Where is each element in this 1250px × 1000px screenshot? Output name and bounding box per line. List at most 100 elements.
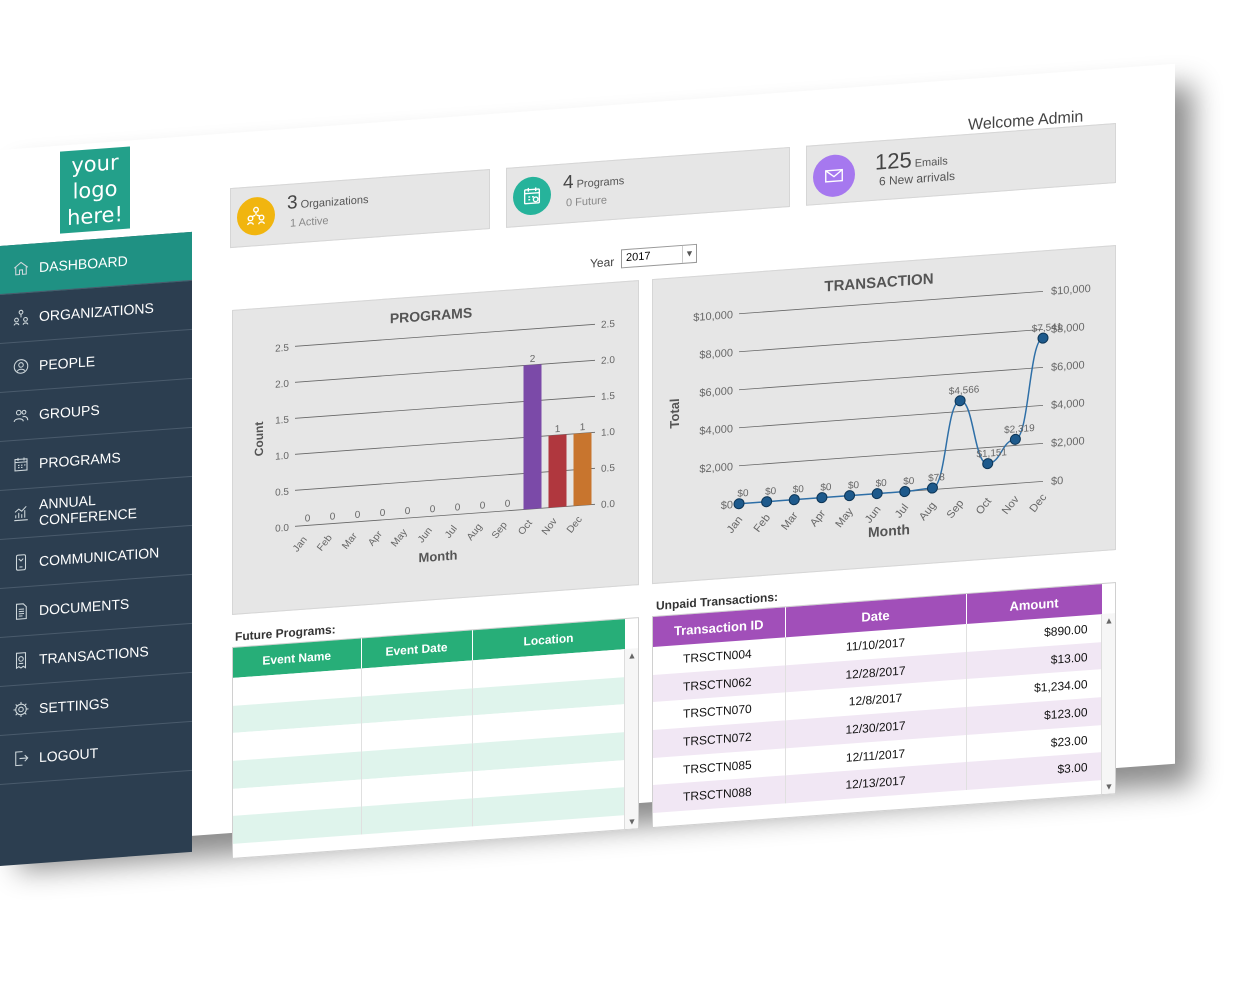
scroll-up-icon[interactable]: ▲ (1104, 615, 1114, 626)
stat-card-programs[interactable]: 4 Programs 0 Future (506, 146, 790, 228)
sidebar-item-organizations[interactable]: ORGANIZATIONS (0, 280, 192, 344)
data-label: 0 (380, 508, 386, 519)
sidebar-item-label: ORGANIZATIONS (39, 299, 154, 325)
scroll-down-icon[interactable]: ▼ (627, 816, 637, 827)
series-line (738, 337, 1044, 505)
y2-tick-label: $10,000 (1051, 283, 1091, 298)
data-label: 0 (455, 502, 461, 513)
x-tick-label: Dec (1028, 491, 1050, 514)
organization-icon (237, 195, 275, 237)
data-label: 0 (505, 499, 511, 510)
gridline (295, 323, 595, 347)
y2-tick-label: 0.5 (601, 463, 615, 475)
calendar-icon (12, 455, 30, 474)
sidebar-item-groups[interactable]: GROUPS (0, 378, 192, 442)
unpaid-transactions-table: Transaction ID Date Amount TRSCTN004 11/10/… (652, 582, 1116, 829)
y2-tick-label: 1.0 (601, 427, 615, 439)
data-point (982, 458, 994, 470)
x-tick-label: Dec (565, 515, 585, 536)
y2-tick-label: $6,000 (1051, 359, 1085, 373)
gridline (739, 405, 1043, 429)
transaction-chart-panel: TRANSACTION $0 $0 $2,000 $2,000 $4,000 $4,000 $… (652, 245, 1116, 585)
sidebar-item-annual-conference[interactable]: ANNUAL CONFERENCE (0, 476, 192, 540)
organization-icon (12, 308, 30, 327)
calendar-icon (513, 175, 551, 217)
year-value: 2017 (626, 250, 651, 265)
y-tick-label: $0 (721, 499, 733, 512)
data-label: 0 (480, 500, 486, 511)
unpaid-transactions-scrollbar[interactable]: ▲ ▼ (1101, 613, 1115, 795)
gridline (295, 359, 595, 383)
transaction-chart: TRANSACTION $0 $0 $2,000 $2,000 $4,000 $4,000 $… (667, 270, 1091, 540)
document-icon (12, 602, 30, 621)
sidebar-item-label: PROGRAMS (39, 449, 121, 472)
sidebar-item-label: TRANSACTIONS (39, 643, 149, 668)
sidebar-item-label: LOGOUT (39, 744, 99, 766)
y-tick-label: $6,000 (699, 385, 733, 399)
sidebar-item-logout[interactable]: LOGOUT (0, 721, 192, 785)
chevron-down-icon: ▼ (682, 244, 696, 263)
stat-label: Emails (914, 155, 948, 170)
group-icon (12, 406, 30, 425)
data-label: $7,541 (1032, 322, 1063, 335)
scroll-up-icon[interactable]: ▲ (627, 650, 637, 661)
chart-icon (12, 504, 30, 523)
programs-chart: PROGRAMS 0.0 0.0 0.5 0.5 1.0 1.0 1.5 1.5 2.0 2.0 2.… (252, 304, 615, 565)
x-axis-label: Month (868, 521, 910, 540)
y2-tick-label: $8,000 (1051, 321, 1085, 335)
data-label: $0 (876, 478, 888, 490)
future-programs-table: Event Name Event Date Location ▲ ▼ (232, 617, 639, 859)
data-point (788, 494, 800, 506)
y2-tick-label: $2,000 (1051, 435, 1085, 449)
x-tick-label: Mar (340, 531, 360, 552)
sidebar-item-transactions[interactable]: TRANSACTIONS (0, 623, 192, 687)
sidebar-item-communication[interactable]: COMMUNICATION (0, 525, 192, 589)
data-label: $0 (820, 482, 832, 494)
sidebar-item-label: PEOPLE (39, 353, 96, 374)
gridline (739, 367, 1043, 391)
sidebar-item-documents[interactable]: DOCUMENTS (0, 574, 192, 638)
y2-tick-label: 0.0 (601, 499, 615, 511)
y-axis-label: Count (252, 421, 266, 457)
data-label: 0 (405, 506, 411, 517)
sidebar-item-label: DASHBOARD (39, 252, 128, 276)
x-tick-label: Apr (366, 529, 385, 549)
data-point (871, 488, 883, 500)
y-tick-label: 1.5 (275, 415, 289, 427)
data-label: 0 (355, 510, 361, 521)
y-tick-label: 2.5 (275, 343, 289, 355)
gear-icon (12, 700, 30, 719)
sidebar-item-programs[interactable]: PROGRAMS (0, 427, 192, 491)
data-label: $1,151 (976, 447, 1007, 460)
sidebar-item-people[interactable]: PEOPLE (0, 329, 192, 393)
data-label: $0 (848, 480, 860, 492)
x-tick-label: Apr (808, 508, 828, 529)
sidebar-item-dashboard[interactable]: DASHBOARD (0, 231, 192, 295)
chart-title: TRANSACTION (824, 270, 933, 295)
data-label: $0 (903, 476, 915, 488)
year-select[interactable]: 2017 ▼ (621, 243, 697, 269)
y-tick-label: 0.5 (275, 487, 289, 499)
scroll-down-icon[interactable]: ▼ (1104, 781, 1114, 792)
data-point (761, 496, 773, 508)
year-label: Year (590, 254, 615, 271)
gridline (295, 467, 595, 491)
x-tick-label: Nov (1000, 493, 1022, 516)
x-tick-label: Jan (291, 535, 310, 555)
gridline (295, 503, 595, 527)
sidebar-item-settings[interactable]: SETTINGS (0, 672, 192, 736)
data-point (899, 486, 911, 498)
x-tick-label: Aug (917, 500, 939, 523)
data-label: 0 (305, 513, 311, 524)
dashboard-window: your logo here! Welcome Admin DASHBOARD O… (0, 63, 1175, 867)
stat-sub: 0 Future (566, 194, 607, 210)
x-tick-label: Sep (945, 498, 967, 521)
stat-sub: 1 Active (290, 214, 329, 230)
data-point (1037, 332, 1049, 344)
stat-card-organizations[interactable]: 3 Organizations 1 Active (230, 169, 490, 249)
future-programs-scrollbar[interactable]: ▲ ▼ (624, 648, 638, 830)
data-label: 1 (580, 422, 586, 433)
data-label: 1 (555, 424, 561, 435)
stat-card-emails[interactable]: 125 Emails 6 New arrivals (806, 123, 1116, 206)
data-label: $2,319 (1004, 423, 1035, 436)
